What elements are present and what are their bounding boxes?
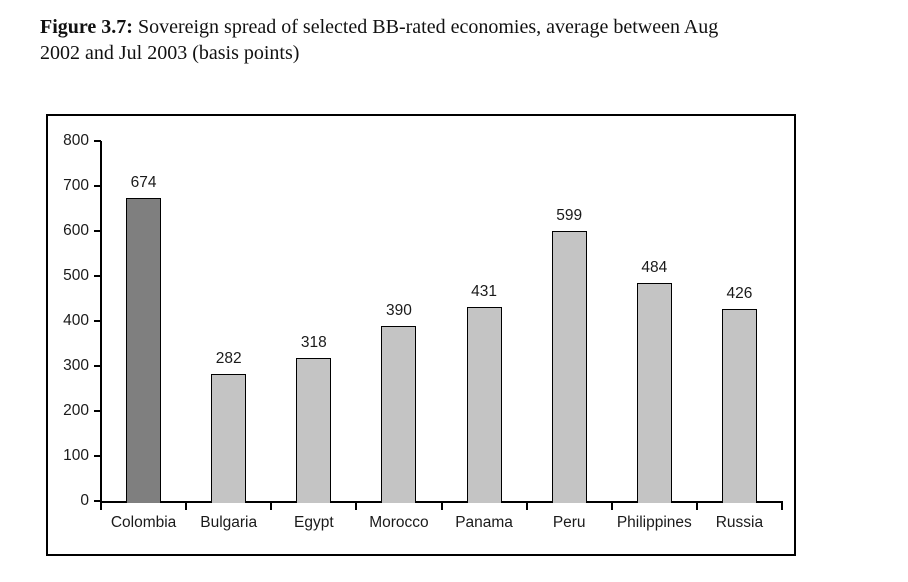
bar-panama	[466, 307, 502, 503]
x-tick	[781, 501, 783, 510]
bar-russia	[721, 309, 757, 503]
x-tick	[610, 501, 613, 510]
x-category-label: Peru	[552, 514, 586, 531]
figure-caption-line2: 2002 and Jul 2003 (basis points)	[40, 42, 300, 64]
x-tick	[355, 501, 358, 510]
x-tick	[100, 501, 102, 510]
figure-label: Figure 3.7:	[40, 16, 133, 38]
x-category-label: Morocco	[369, 514, 429, 531]
bar-value-label: 674	[130, 173, 157, 191]
x-tick	[185, 501, 188, 510]
x-category-label: Colombia	[110, 514, 177, 531]
x-tick	[525, 501, 528, 510]
y-axis-line	[100, 141, 102, 501]
x-tick	[695, 501, 698, 510]
bar-philippines	[636, 283, 672, 503]
bar-egypt	[296, 357, 332, 503]
bar-value-label: 426	[726, 285, 753, 303]
y-tick	[94, 410, 101, 412]
y-tick	[94, 500, 101, 502]
bar-colombia	[126, 197, 162, 503]
y-tick	[94, 140, 101, 142]
chart-frame: 0 100 200 300 400 500 600 700 800 674 Colombia 282 B…	[46, 114, 796, 556]
y-tick	[94, 275, 101, 277]
figure-caption-line1: Sovereign spread of selected BB-rated ec…	[137, 16, 719, 38]
bar-value-label: 318	[300, 333, 327, 351]
x-category-label: Philippines	[616, 514, 692, 531]
bar-bulgaria	[211, 374, 247, 503]
bar-value-label: 282	[215, 350, 242, 368]
bar-morocco	[381, 325, 417, 503]
y-tick-label: 200	[63, 402, 89, 419]
y-tick-label: 400	[63, 312, 89, 329]
x-tick	[440, 501, 443, 510]
x-tick	[270, 501, 273, 510]
bar-value-label: 484	[641, 259, 668, 277]
y-tick-label: 300	[63, 357, 89, 374]
y-tick-label: 100	[63, 447, 89, 464]
bar-value-label: 599	[556, 207, 583, 225]
x-category-label: Bulgaria	[200, 514, 258, 531]
y-tick-label: 600	[63, 222, 89, 239]
x-category-label: Panama	[455, 514, 513, 531]
y-tick-label: 700	[63, 177, 89, 194]
y-tick-label: 500	[63, 267, 89, 284]
x-category-label: Russia	[715, 514, 764, 531]
figure-title: Figure 3.7: Sovereign spread of selected…	[40, 14, 880, 66]
y-tick	[94, 320, 101, 322]
x-category-label: Egypt	[293, 514, 334, 531]
y-tick	[94, 230, 101, 232]
y-tick	[94, 455, 101, 457]
y-tick	[94, 185, 101, 187]
y-tick-label: 0	[80, 492, 89, 509]
y-tick-label: 800	[63, 132, 89, 149]
bar-peru	[551, 231, 587, 503]
y-tick	[94, 365, 101, 367]
bar-value-label: 431	[471, 283, 497, 301]
bar-value-label: 390	[386, 301, 412, 319]
